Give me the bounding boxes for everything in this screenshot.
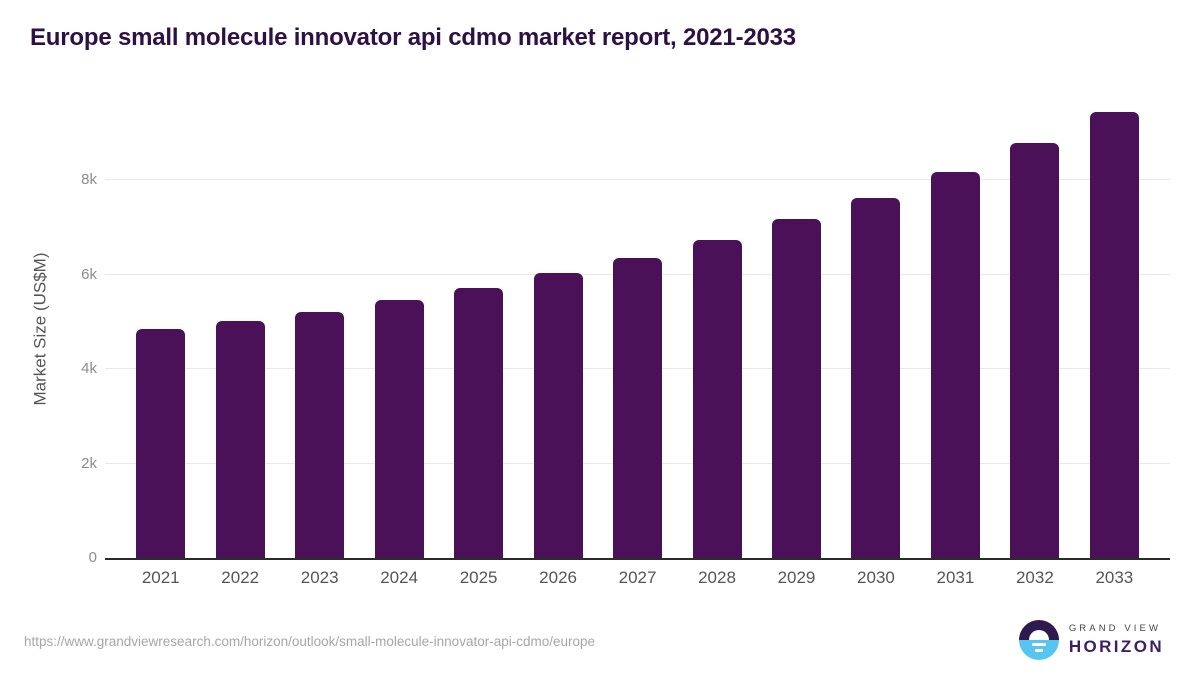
x-label-2026: 2026	[539, 568, 577, 587]
bar-2023[interactable]	[295, 312, 345, 558]
chart-title: Europe small molecule innovator api cdmo…	[30, 24, 796, 51]
x-label-2025: 2025	[459, 568, 498, 587]
x-label-2032: 2032	[1015, 568, 1054, 587]
sunrise-icon-reflection-line	[1031, 643, 1046, 646]
bar-column-2023	[280, 100, 359, 558]
bar-column-2030	[836, 100, 915, 558]
bar-2024[interactable]	[374, 300, 424, 558]
gridline-8k	[105, 179, 1170, 181]
brand-name-top: GRAND VIEW	[1068, 623, 1162, 634]
bar-column-2031	[916, 100, 995, 558]
y-tick-0: 0	[88, 549, 97, 566]
bar-2032[interactable]	[1010, 143, 1060, 558]
bar-2022[interactable]	[215, 320, 265, 558]
bar-column-2029	[757, 100, 836, 558]
bar-column-2025	[439, 100, 518, 558]
y-tick-6k: 6k	[81, 265, 97, 283]
bar-column-2024	[359, 100, 438, 558]
brand-wordmark: GRAND VIEW HORIZON	[1069, 623, 1164, 657]
sunrise-icon	[1018, 620, 1059, 660]
x-axis-labels: 2021 2022 2023 2024 2025 2026 2027 2028 2029 2030…	[105, 568, 1170, 588]
bar-2026[interactable]	[533, 272, 583, 558]
bar-column-2028	[677, 100, 756, 558]
brand-logo: GRAND VIEW HORIZON	[1018, 620, 1164, 660]
bar-column-2021	[121, 100, 200, 558]
bar-column-2032	[995, 100, 1074, 558]
y-tick-2k: 2k	[81, 454, 97, 472]
x-label-2023: 2023	[300, 568, 339, 587]
x-label-2027: 2027	[618, 568, 657, 587]
bar-2030[interactable]	[851, 198, 901, 558]
x-label-2022: 2022	[221, 568, 260, 587]
sunrise-icon-sun	[1028, 630, 1049, 640]
x-label-2028: 2028	[698, 568, 736, 587]
bar-column-2022	[200, 100, 279, 558]
bar-2031[interactable]	[930, 172, 980, 558]
bar-2033[interactable]	[1089, 111, 1139, 558]
y-axis-title: Market Size (US$M)	[26, 100, 56, 558]
bar-2025[interactable]	[454, 287, 504, 558]
x-label-2024: 2024	[380, 568, 419, 587]
bar-column-2027	[598, 100, 677, 558]
bar-column-2026	[518, 100, 597, 558]
x-label-2029: 2029	[777, 568, 816, 587]
x-label-2021: 2021	[141, 568, 180, 587]
brand-name-bottom: HORIZON	[1068, 637, 1164, 656]
y-tick-8k: 8k	[81, 171, 97, 189]
x-label-2031: 2031	[936, 568, 975, 587]
sunrise-icon-reflection-line	[1034, 648, 1043, 652]
bar-2027[interactable]	[613, 258, 663, 558]
y-tick-4k: 4k	[81, 360, 97, 378]
bar-column-2033	[1075, 100, 1154, 558]
x-label-2030: 2030	[857, 568, 895, 587]
bar-series	[105, 100, 1170, 558]
bar-2029[interactable]	[771, 219, 821, 558]
x-label-2033: 2033	[1095, 568, 1134, 587]
bar-2021[interactable]	[136, 328, 186, 558]
plot-area	[105, 100, 1170, 560]
bar-2028[interactable]	[692, 239, 742, 558]
source-url-link[interactable]: https://www.grandviewresearch.com/horizo…	[24, 634, 596, 649]
